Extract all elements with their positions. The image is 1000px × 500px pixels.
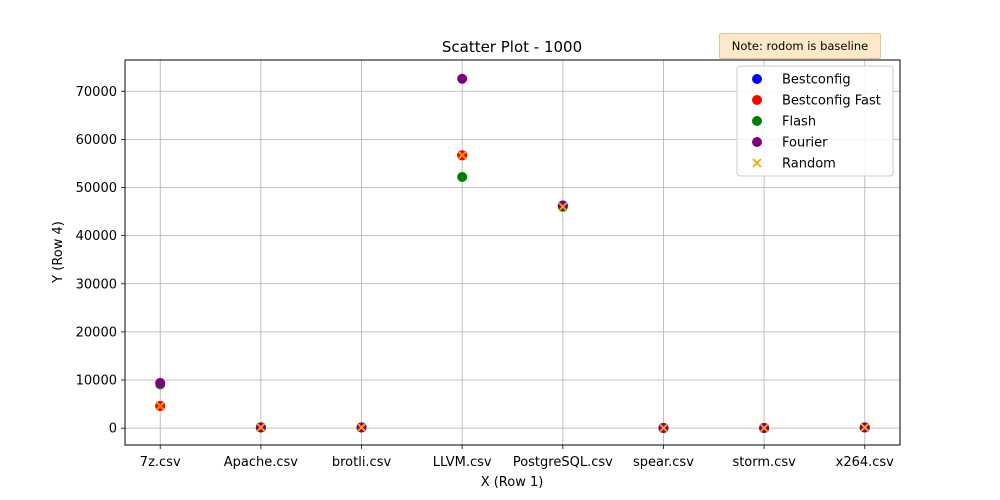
y-tick-label: 60000 [76, 133, 117, 148]
x-marker-stroke [256, 422, 266, 433]
data-point-fourier [557, 200, 568, 211]
data-point-flash [457, 171, 468, 182]
data-point-random [759, 423, 769, 433]
x-marker-stroke [752, 158, 762, 168]
legend-marker-bestconfig [752, 74, 762, 84]
x-marker-stroke [658, 423, 669, 433]
data-point-random [658, 423, 669, 433]
legend-frame [736, 65, 894, 177]
legend-label-bestconfig: Bestconfig [782, 73, 851, 88]
y-tick-label: 40000 [76, 229, 117, 244]
data-point-random [860, 422, 870, 433]
legend-marker-bestconfig-fast [752, 95, 762, 105]
x-tick-label: Apache.csv [224, 455, 299, 470]
y-tick-label: 30000 [76, 277, 117, 292]
legend-label-fourier: Fourier [782, 136, 828, 151]
data-point-random [256, 422, 266, 433]
x-tick-layer: 7z.csv Apache.csv brotli.csv LLVM.csv Postgr… [140, 445, 894, 470]
x-tick-label: brotli.csv [332, 455, 392, 470]
legend-label-random: Random [782, 157, 836, 172]
y-axis-label: Y (Row 4) [51, 221, 66, 284]
data-point-random [356, 422, 367, 433]
y-tick-label: 50000 [76, 181, 117, 196]
plot-frame [124, 59, 901, 446]
x-marker-stroke [558, 202, 568, 212]
x-tick-label: x264.csv [836, 455, 895, 470]
x-marker-stroke [860, 422, 870, 433]
chart-title: Scatter Plot - 1000 [442, 38, 582, 56]
x-marker-stroke [155, 401, 165, 411]
data-point-fourier [457, 73, 468, 84]
annotation-note: Note: rodom is baseline [719, 33, 881, 59]
legend-marker-flash [752, 116, 762, 126]
x-marker-stroke [457, 150, 467, 160]
legend-label-flash: Flash [782, 115, 816, 130]
data-point-random [457, 150, 467, 160]
points-layer [155, 73, 870, 434]
data-point-fourier [155, 377, 166, 388]
data-point-random [558, 202, 568, 212]
x-tick-label: spear.csv [633, 455, 694, 470]
x-marker-stroke [356, 422, 367, 433]
legend: Bestconfig Bestconfig Fast Flash Fourier Ran… [736, 65, 894, 177]
legend-marker-fourier [752, 137, 762, 147]
x-tick-label: 7z.csv [140, 455, 181, 470]
y-tick-label: 20000 [76, 325, 117, 340]
x-marker-stroke [759, 423, 769, 433]
x-tick-label: LLVM.csv [433, 455, 492, 470]
legend-marker-random [752, 158, 762, 168]
y-tick-label: 70000 [76, 85, 117, 100]
x-tick-label: PostgreSQL.csv [513, 455, 613, 470]
y-tick-label: 10000 [76, 374, 117, 389]
y-tick-layer: 0 10000 20000 30000 40000 50000 60000 70000 [76, 85, 125, 437]
x-tick-label: storm.csv [732, 455, 796, 470]
y-tick-label: 0 [109, 422, 117, 437]
data-point-random [155, 401, 165, 411]
legend-label-bestconfig-fast: Bestconfig Fast [782, 94, 881, 109]
x-axis-label: X (Row 1) [481, 475, 544, 490]
